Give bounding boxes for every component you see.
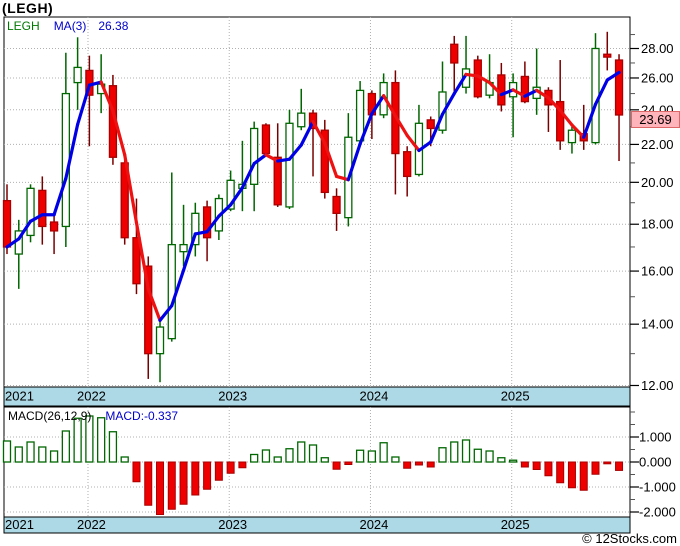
svg-text:12.00: 12.00: [641, 378, 674, 393]
svg-text:2022: 2022: [77, 517, 106, 532]
last-price-badge: 23.69: [631, 111, 680, 128]
svg-text:2025: 2025: [501, 389, 530, 404]
svg-text:2024: 2024: [359, 389, 388, 404]
svg-text:28.00: 28.00: [641, 41, 674, 56]
svg-text:2023: 2023: [218, 517, 247, 532]
svg-text:2025: 2025: [501, 517, 530, 532]
y-axis-labels: 28.0026.0024.0022.0020.0018.0016.0014.00…: [630, 34, 676, 520]
svg-text:2022: 2022: [77, 389, 106, 404]
svg-text:2024: 2024: [359, 517, 388, 532]
svg-text:-2.000: -2.000: [639, 505, 676, 520]
page-title: (LEGH): [2, 0, 54, 16]
svg-text:26.00: 26.00: [641, 70, 674, 85]
svg-text:2021: 2021: [5, 389, 34, 404]
macd-indicator-label: MACD(26,12,9): [8, 409, 92, 423]
macd-legend: MACD(26,12,9) MACD:-0.337: [8, 409, 178, 423]
svg-text:18.00: 18.00: [641, 217, 674, 232]
svg-text:-1.000: -1.000: [639, 480, 676, 495]
macd-bars-layer: [2, 415, 624, 515]
svg-text:1.000: 1.000: [639, 430, 672, 445]
main-chart-legend: LEGH MA(3) 26.38: [7, 19, 128, 33]
ticker-symbol: LEGH: [7, 19, 40, 33]
x-axis-year-labels: 2021 2021 2022 2022 2023 2023 2024 2024 2025 2025: [5, 389, 530, 533]
svg-text:14.00: 14.00: [641, 317, 674, 332]
svg-text:22.00: 22.00: [641, 137, 674, 152]
svg-text:16.00: 16.00: [641, 264, 674, 279]
ma-indicator-value: 26.38: [98, 19, 129, 33]
svg-text:0.000: 0.000: [639, 455, 672, 470]
ma-indicator-label: MA(3): [53, 19, 87, 33]
svg-text:20.00: 20.00: [641, 175, 674, 190]
svg-text:2023: 2023: [218, 389, 247, 404]
svg-text:2021: 2021: [5, 517, 34, 532]
ma-line-layer: [5, 70, 621, 323]
macd-indicator-value: MACD:-0.337: [105, 409, 179, 423]
copyright-watermark: © 12Stocks.com: [582, 531, 677, 546]
